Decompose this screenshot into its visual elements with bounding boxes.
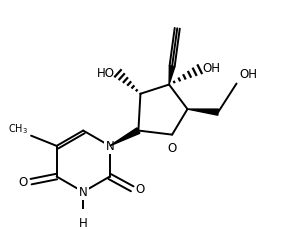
Text: CH$_3$: CH$_3$ [8,121,28,135]
Text: N: N [105,140,114,153]
Text: OH: OH [240,68,258,81]
Text: OH: OH [203,61,221,74]
Polygon shape [110,128,140,146]
Text: H: H [79,216,88,229]
Polygon shape [187,110,218,116]
Text: O: O [19,175,28,188]
Text: O: O [135,183,145,196]
Text: N: N [79,185,88,199]
Polygon shape [169,66,175,85]
Text: O: O [168,141,177,154]
Text: HO: HO [97,66,115,79]
